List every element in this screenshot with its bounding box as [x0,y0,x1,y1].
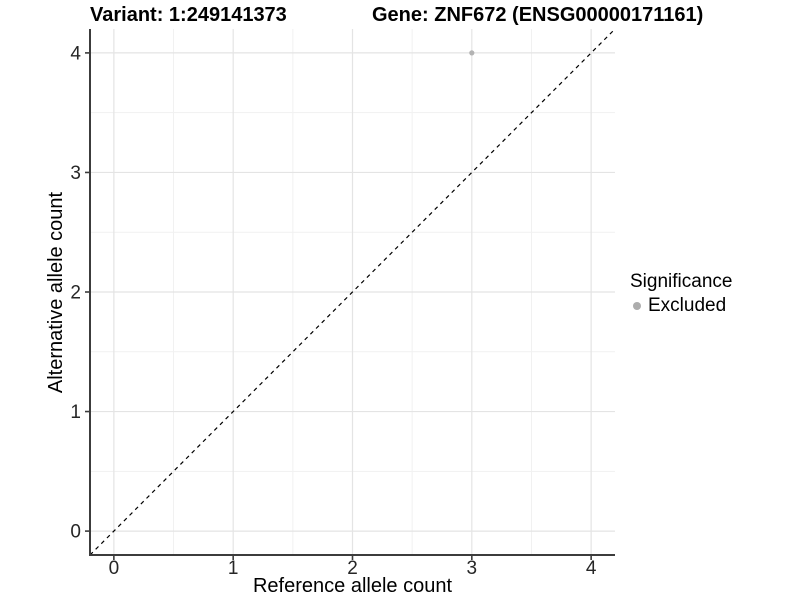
identity-dashed-line [89,28,616,556]
y-axis-title: Alternative allele count [45,191,68,393]
legend-entry-excluded: Excluded [630,294,732,318]
variant-title: Variant: 1:249141373 [90,4,287,26]
y-tick-label: 3 [70,163,81,184]
y-tick-label: 0 [70,522,81,543]
legend-title: Significance [630,271,733,292]
legend: Significance Excluded [630,270,732,318]
x-tick-label: 1 [228,558,239,579]
x-tick-label: 3 [467,558,478,579]
y-tick-label: 4 [70,43,81,64]
x-tick-label: 0 [109,558,120,579]
y-tick-label: 2 [70,283,81,304]
y-axis-title-wrap: Alternative allele count [40,29,74,555]
data-point [469,50,475,56]
x-tick-label: 2 [347,558,358,579]
legend-entry-label: Excluded [648,294,727,316]
legend-dot-icon [633,301,641,310]
x-axis-title: Reference allele count [252,575,452,597]
x-tick-label: 4 [586,558,597,579]
y-tick-label: 1 [70,402,81,423]
gene-title: Gene: ZNF672 (ENSG00000171161) [372,4,704,26]
